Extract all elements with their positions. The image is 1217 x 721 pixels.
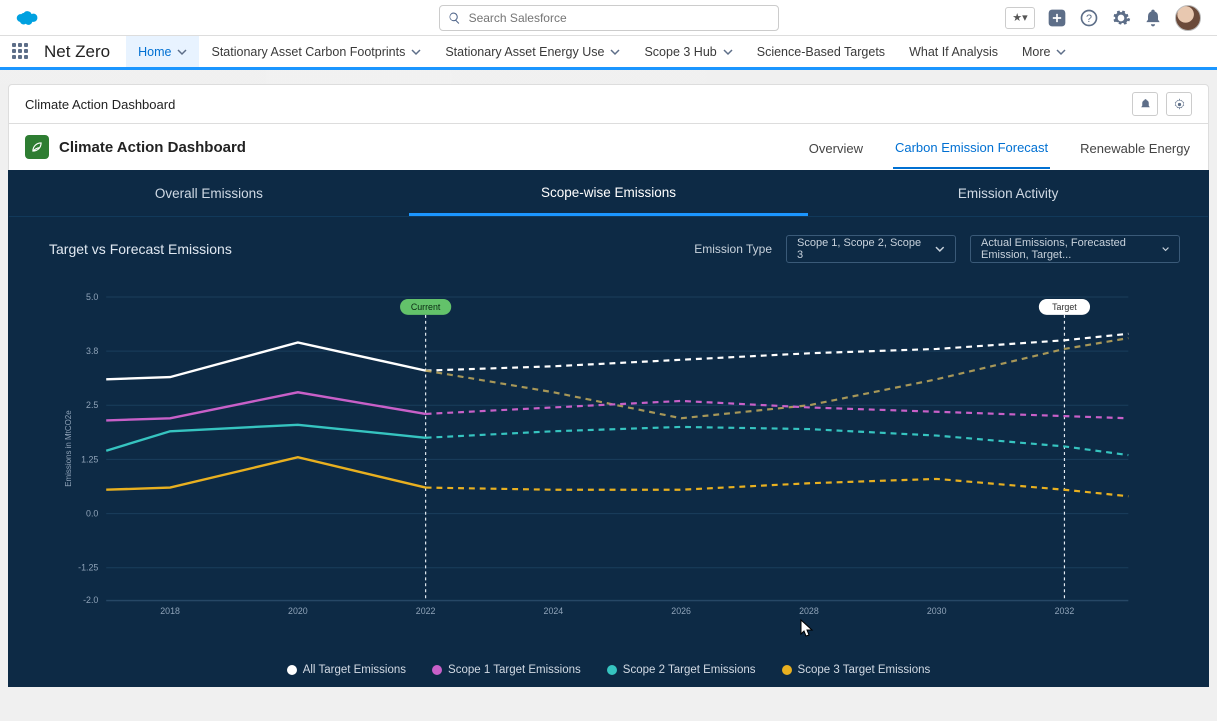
chevron-down-icon xyxy=(935,244,945,254)
dash-tab[interactable]: Renewable Energy xyxy=(1078,127,1192,168)
salesforce-logo-icon xyxy=(16,9,42,27)
sub-tab[interactable]: Scope-wise Emissions xyxy=(409,171,809,216)
series-value: Actual Emissions, Forecasted Emission, T… xyxy=(981,237,1152,261)
nav-tab-label: Science-Based Targets xyxy=(757,45,885,59)
nav-tab-label: Stationary Asset Carbon Footprints xyxy=(211,45,405,59)
search-input[interactable] xyxy=(469,11,770,25)
svg-text:2.5: 2.5 xyxy=(86,400,98,410)
nav-tab-label: Stationary Asset Energy Use xyxy=(445,45,604,59)
nav-tab[interactable]: Home xyxy=(126,36,199,67)
nav-tab-label: More xyxy=(1022,45,1050,59)
svg-text:?: ? xyxy=(1086,13,1092,25)
sub-tabs: Overall EmissionsScope-wise EmissionsEmi… xyxy=(9,171,1208,217)
search-icon xyxy=(448,11,461,25)
svg-text:5.0: 5.0 xyxy=(86,292,98,302)
dashboard-tabs: Overview Carbon Emission Forecast Renewabl… xyxy=(807,124,1192,170)
series-dropdown[interactable]: Actual Emissions, Forecasted Emission, T… xyxy=(970,235,1180,263)
svg-text:2028: 2028 xyxy=(799,606,819,616)
gear-icon[interactable] xyxy=(1111,8,1131,28)
nav-tab[interactable]: What If Analysis xyxy=(897,36,1010,67)
svg-text:-2.0: -2.0 xyxy=(83,595,98,605)
app-name: Net Zero xyxy=(44,42,110,62)
favorites-button[interactable]: ★▾ xyxy=(1005,7,1035,29)
object-nav: Net Zero Home Stationary Asset Carbon Foo… xyxy=(0,36,1217,70)
bell-icon[interactable] xyxy=(1143,8,1163,28)
global-search[interactable] xyxy=(439,5,779,31)
dashboard-header: Climate Action Dashboard Overview Carbon … xyxy=(8,124,1209,170)
svg-text:2020: 2020 xyxy=(288,606,308,616)
decorative-band xyxy=(0,70,1217,84)
svg-text:Target: Target xyxy=(1052,302,1077,312)
chart-legend: All Target Emissions Scope 1 Target Emiss… xyxy=(9,664,1208,676)
page-header: Climate Action Dashboard xyxy=(8,84,1209,124)
nav-tab[interactable]: Stationary Asset Energy Use xyxy=(433,36,632,67)
legend-item: Scope 2 Target Emissions xyxy=(607,664,756,676)
dashboard-title: Climate Action Dashboard xyxy=(59,139,246,156)
svg-text:2026: 2026 xyxy=(671,606,691,616)
nav-tab[interactable]: Science-Based Targets xyxy=(745,36,897,67)
forecast-panel: Overall EmissionsScope-wise EmissionsEmi… xyxy=(8,170,1209,687)
chevron-down-icon xyxy=(1162,244,1169,254)
sub-tab[interactable]: Emission Activity xyxy=(808,171,1208,216)
settings-button[interactable] xyxy=(1166,92,1192,116)
legend-item: Scope 3 Target Emissions xyxy=(782,664,931,676)
notify-button[interactable] xyxy=(1132,92,1158,116)
dash-tab[interactable]: Carbon Emission Forecast xyxy=(893,126,1050,169)
nav-tabs: Home Stationary Asset Carbon Footprints St… xyxy=(126,36,1078,67)
add-icon[interactable] xyxy=(1047,8,1067,28)
svg-text:2022: 2022 xyxy=(416,606,436,616)
nav-tab-label: Home xyxy=(138,45,171,59)
chevron-down-icon xyxy=(610,47,620,57)
nav-tab-label: What If Analysis xyxy=(909,45,998,59)
svg-text:-1.25: -1.25 xyxy=(78,563,98,573)
legend-item: Scope 1 Target Emissions xyxy=(432,664,581,676)
controls-row: Target vs Forecast Emissions Emission Ty… xyxy=(9,217,1208,263)
svg-text:2030: 2030 xyxy=(927,606,947,616)
svg-text:Current: Current xyxy=(411,302,441,312)
svg-text:2032: 2032 xyxy=(1055,606,1075,616)
app-launcher-icon[interactable] xyxy=(12,43,30,61)
page-title: Climate Action Dashboard xyxy=(25,97,175,112)
svg-text:Emissions in MtCO2e: Emissions in MtCO2e xyxy=(64,410,73,487)
section-title: Target vs Forecast Emissions xyxy=(49,241,232,257)
dash-tab[interactable]: Overview xyxy=(807,127,865,168)
page: Climate Action Dashboard Climate Action … xyxy=(8,84,1209,687)
global-header: ★▾ ? xyxy=(0,0,1217,36)
nav-tab[interactable]: Stationary Asset Carbon Footprints xyxy=(199,36,433,67)
svg-text:2024: 2024 xyxy=(544,606,564,616)
chart-area: -2.0 -1.25 0.0 1.25 2.5 3.8 5.0 Emissions in Mt… xyxy=(59,291,1148,636)
avatar[interactable] xyxy=(1175,5,1201,31)
svg-text:1.25: 1.25 xyxy=(81,454,98,464)
nav-tab[interactable]: More xyxy=(1010,36,1078,67)
header-utilities: ★▾ ? xyxy=(1005,5,1201,31)
forecast-chart: -2.0 -1.25 0.0 1.25 2.5 3.8 5.0 Emissions in Mt… xyxy=(59,291,1148,636)
nav-tab-label: Scope 3 Hub xyxy=(644,45,716,59)
chevron-down-icon xyxy=(177,47,187,57)
svg-text:3.8: 3.8 xyxy=(86,346,98,356)
sub-tab[interactable]: Overall Emissions xyxy=(9,171,409,216)
emission-type-dropdown[interactable]: Scope 1, Scope 2, Scope 3 xyxy=(786,235,956,263)
svg-text:0.0: 0.0 xyxy=(86,509,98,519)
nav-tab[interactable]: Scope 3 Hub xyxy=(632,36,744,67)
dashboard-leaf-icon xyxy=(25,135,49,159)
chevron-down-icon xyxy=(1056,47,1066,57)
chevron-down-icon xyxy=(411,47,421,57)
chevron-down-icon xyxy=(723,47,733,57)
help-icon[interactable]: ? xyxy=(1079,8,1099,28)
legend-item: All Target Emissions xyxy=(287,664,406,676)
emission-type-label: Emission Type xyxy=(694,242,772,256)
svg-text:2018: 2018 xyxy=(160,606,180,616)
emission-type-value: Scope 1, Scope 2, Scope 3 xyxy=(797,237,925,261)
